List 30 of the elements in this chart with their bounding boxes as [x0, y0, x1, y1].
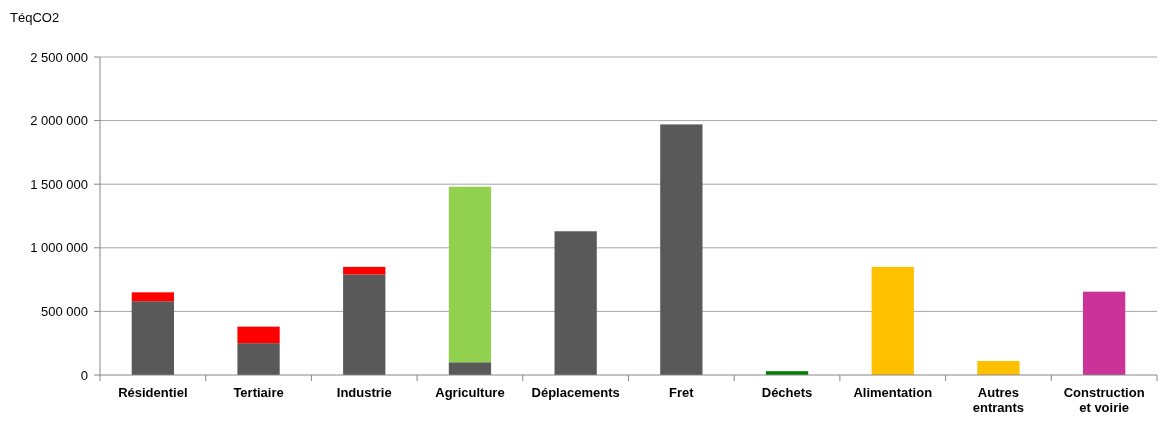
bar	[1083, 291, 1126, 375]
y-tick-label: 2 000 000	[30, 113, 88, 129]
bar	[977, 361, 1020, 375]
bar	[343, 274, 386, 375]
bar	[871, 266, 914, 375]
x-tick-label: Déplacements	[531, 385, 620, 400]
x-tick-label: Tertiaire	[233, 385, 284, 400]
x-tick-label: Fret	[669, 385, 695, 400]
x-tick-label: Construction et voirie	[1063, 385, 1145, 415]
bar	[554, 231, 597, 375]
x-tick-label: Déchets	[761, 385, 813, 400]
bar	[131, 301, 174, 375]
x-tick-label: Résidentiel	[118, 385, 188, 400]
y-tick-label: 0	[80, 367, 88, 383]
x-tick-label: Industrie	[336, 385, 392, 400]
y-tick-label: 500 000	[41, 303, 88, 319]
bar	[131, 292, 174, 302]
bar	[343, 266, 386, 275]
bar	[660, 124, 703, 375]
y-tick-label: 2 500 000	[30, 49, 88, 65]
x-tick-label: Agriculture	[435, 385, 505, 400]
y-tick-label: 1 500 000	[30, 176, 88, 192]
bar	[237, 343, 280, 375]
y-axis-title: TéqCO2	[10, 10, 60, 25]
y-tick-label: 1 000 000	[30, 240, 88, 256]
bar	[448, 186, 492, 363]
bar	[448, 362, 492, 375]
x-tick-label: Autres entrants	[972, 385, 1025, 415]
x-tick-label: Alimentation	[853, 385, 933, 400]
bar	[237, 326, 280, 344]
